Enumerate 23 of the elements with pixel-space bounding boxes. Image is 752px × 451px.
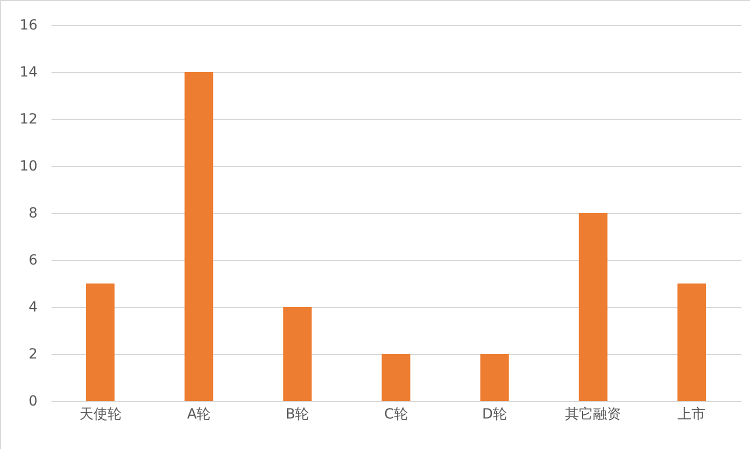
- bar: [382, 354, 410, 401]
- y-tick-label: 0: [28, 394, 38, 410]
- y-tick-label: 14: [20, 64, 38, 80]
- x-tick-label: D轮: [482, 406, 507, 422]
- y-tick-label: 16: [20, 18, 38, 34]
- x-tick-label: A轮: [187, 406, 211, 422]
- x-tick-label: C轮: [384, 406, 408, 422]
- y-tick-label: 10: [20, 158, 38, 174]
- bar: [480, 354, 509, 401]
- x-tick-label: 天使轮: [79, 406, 122, 422]
- y-tick-label: 8: [28, 206, 38, 222]
- bar: [86, 284, 115, 401]
- bar: [184, 72, 214, 401]
- bar: [283, 307, 312, 401]
- bar: [677, 284, 706, 401]
- x-tick-label: 其它融资: [565, 406, 622, 422]
- y-tick-label: 4: [28, 300, 38, 316]
- y-tick-label: 6: [28, 252, 38, 268]
- y-tick-label: 12: [20, 112, 38, 128]
- y-tick-label: 2: [28, 346, 38, 362]
- bar: [578, 213, 608, 401]
- x-tick-label: B轮: [286, 406, 310, 422]
- x-tick-label: 上市: [678, 406, 706, 422]
